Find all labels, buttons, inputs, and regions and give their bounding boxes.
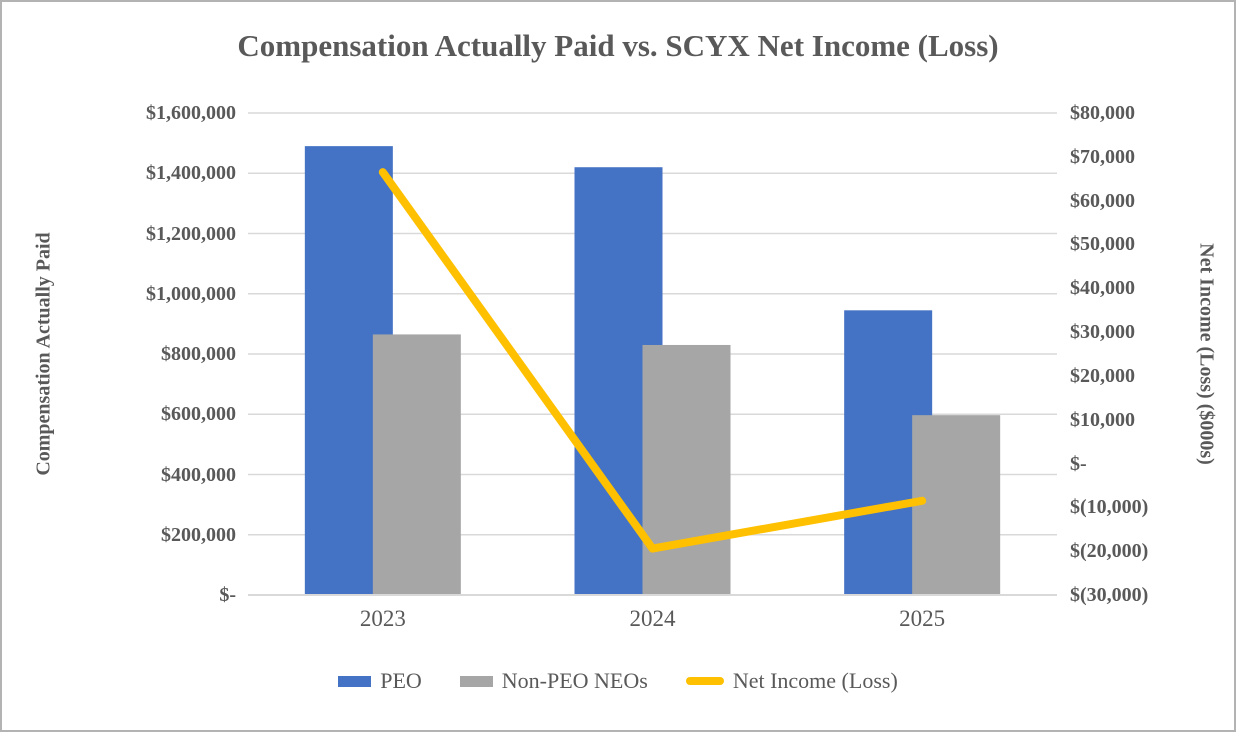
left-axis-tick-label: $800,000 (161, 343, 236, 365)
bar-non-peo-neos-2024 (642, 344, 731, 595)
right-axis-tick-label: $70,000 (1070, 145, 1135, 168)
right-axis-tick-label: $40,000 (1070, 277, 1135, 300)
left-axis-tick-label: $1,200,000 (146, 222, 236, 245)
right-axis-tick-label: $(20,000) (1070, 540, 1149, 563)
non-peo-legend-swatch (459, 675, 493, 687)
x-axis-label-2024: 2024 (629, 606, 676, 631)
left-axis-tick-label: $1,400,000 (146, 162, 236, 185)
bar-non-peo-neos-2025 (912, 415, 1001, 595)
left-axis-tick-label: $400,000 (161, 463, 236, 486)
legend-item-peo: PEO (338, 668, 422, 694)
left-axis-tick-label: $- (219, 584, 236, 606)
left-axis-tick-label: $1,000,000 (146, 282, 236, 305)
non-peo-legend-label: Non-PEO NEOs (501, 668, 648, 693)
peo-legend-swatch (338, 675, 372, 687)
peo-legend-label: PEO (380, 668, 422, 693)
right-axis-tick-label: $60,000 (1070, 189, 1135, 212)
bar-non-peo-neos-2023 (372, 334, 461, 595)
net-income-legend-swatch (685, 677, 724, 685)
net-income-line (378, 168, 927, 553)
right-axis-tick-label: $80,000 (1070, 102, 1135, 124)
legend-item-net-income: Net Income (Loss) (685, 668, 898, 694)
right-axis-tick-label: $50,000 (1070, 233, 1135, 256)
right-axis-tick-label: $20,000 (1070, 364, 1135, 387)
left-axis-tick-label: $1,600,000 (146, 102, 236, 124)
chart-title: Compensation Actually Paid vs. SCYX Net … (237, 28, 999, 63)
net-income-legend-label: Net Income (Loss) (732, 668, 898, 693)
left-axis-tick-label: $600,000 (161, 403, 236, 426)
right-axis-tick-label: $(10,000) (1070, 496, 1149, 519)
legend: PEO Non-PEO NEOs Net Income (Loss) (2, 668, 1234, 694)
x-axis-label-2023: 2023 (359, 606, 406, 631)
right-axis-tick-label: $10,000 (1070, 408, 1135, 431)
right-axis-tick-label: $(30,000) (1070, 584, 1149, 606)
x-axis-label-2025: 2025 (899, 606, 946, 631)
right-axis-tick-label: $- (1070, 452, 1087, 475)
legend-item-non-peo: Non-PEO NEOs (459, 668, 648, 694)
left-axis-tick-label: $200,000 (161, 523, 236, 546)
right-axis-tick-label: $30,000 (1070, 321, 1135, 344)
